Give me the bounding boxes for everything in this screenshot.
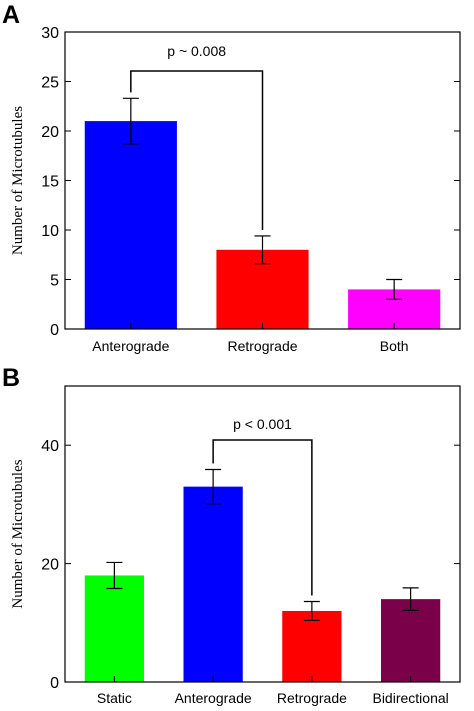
plot-frame: [64, 385, 461, 683]
x-tick-label: Anterograde: [175, 690, 252, 706]
x-tick-label: Static: [97, 690, 132, 706]
bar-anterograde: [84, 121, 177, 329]
bar-static: [84, 575, 144, 682]
y-tick-label: 40: [41, 438, 59, 455]
significance-bracket: [130, 70, 264, 230]
y-tick-label: 20: [41, 124, 59, 141]
bar-bidirectional: [381, 599, 441, 682]
y-axis-label: Number of Microtubules: [10, 106, 26, 255]
x-tick-label: Anterograde: [92, 338, 169, 354]
x-tick-label: Both: [380, 338, 409, 354]
significance-bracket: [212, 439, 313, 596]
y-tick-label: 5: [50, 273, 59, 290]
x-tick-label: Retrograde: [277, 690, 347, 706]
y-axis-label: Number of Microtubules: [10, 459, 26, 608]
p-value-label: p ~ 0.008: [167, 43, 226, 59]
panel-a: A Number of Microtubules 0 5 10 15 20 25 30 Anter…: [2, 1, 461, 354]
panel-letter: B: [2, 364, 20, 392]
y-tick-label: 20: [41, 557, 59, 574]
y-tick-label: 25: [41, 75, 59, 92]
y-tick-label: 0: [50, 675, 59, 692]
bar-anterograde: [183, 486, 243, 682]
y-tick-label: 10: [41, 223, 59, 240]
y-tick-label: 15: [41, 174, 59, 191]
p-value-label: p < 0.001: [233, 416, 292, 432]
y-tick-label: 0: [50, 322, 59, 339]
x-tick-label: Retrograde: [227, 338, 297, 354]
panel-letter: A: [2, 1, 20, 29]
bar-retrograde: [282, 610, 342, 682]
panel-b: B Number of Microtubules 0 20 40 Static Antero…: [2, 364, 461, 706]
x-tick-label: Bidirectional: [372, 690, 448, 706]
y-tick-label: 30: [41, 25, 59, 42]
